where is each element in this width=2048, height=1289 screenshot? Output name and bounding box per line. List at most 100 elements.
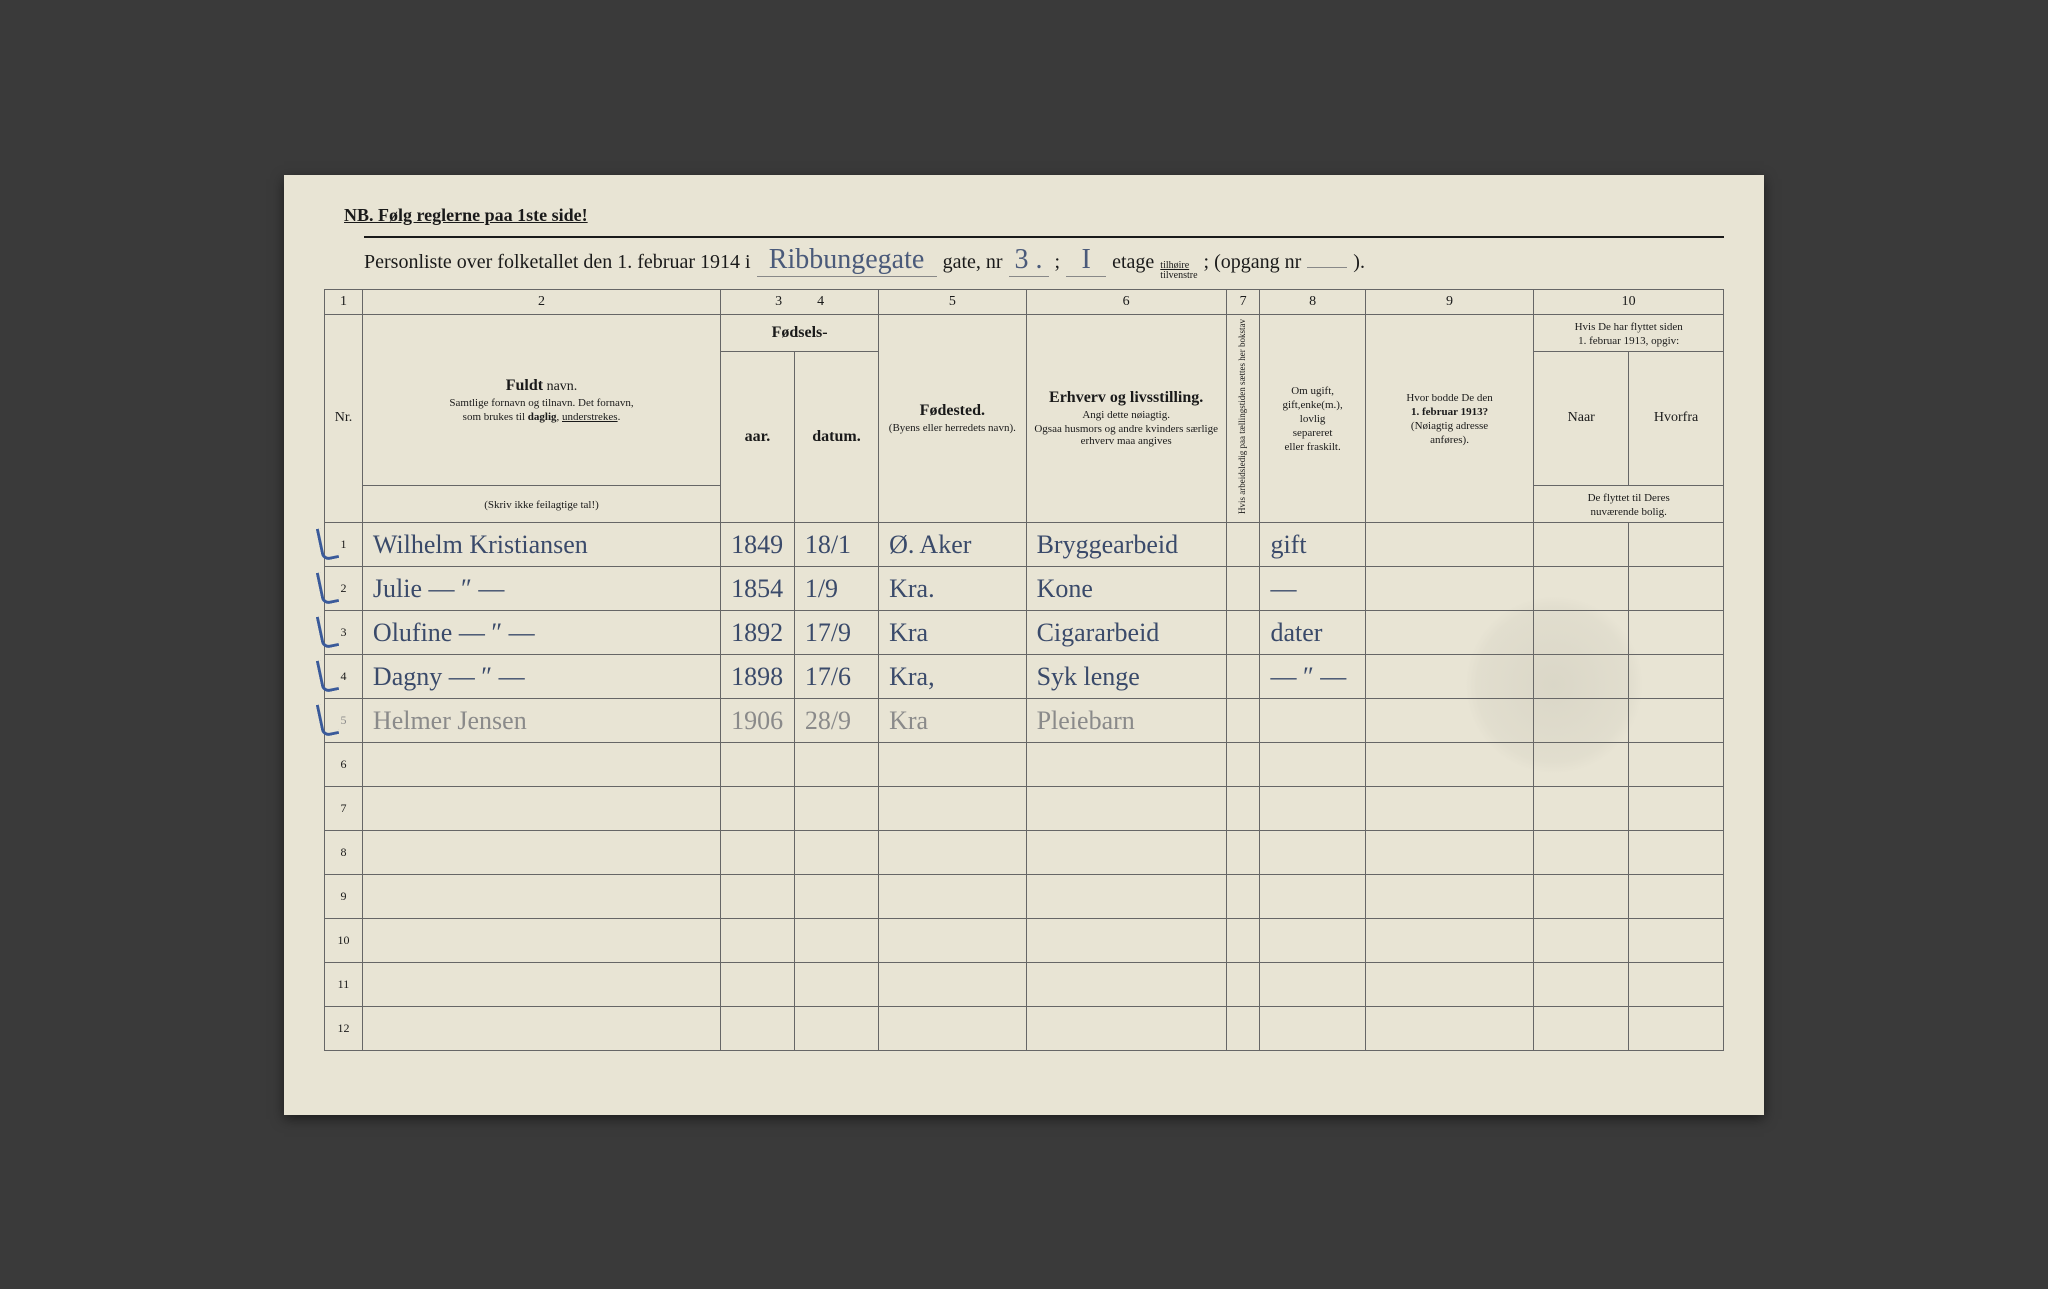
row-nr: 7 (325, 787, 363, 831)
hdr-col9: Hvor bodde De den 1. februar 1913? (Nøia… (1365, 314, 1534, 523)
colnum-10: 10 (1534, 289, 1724, 314)
cell-col9 (1365, 523, 1534, 567)
cell-col8: dater (1260, 611, 1365, 655)
etage-handwritten: I (1066, 244, 1106, 277)
title-line: Personliste over folketallet den 1. febr… (364, 236, 1724, 281)
table-row: 11 (325, 963, 1724, 1007)
cell-birthplace: Kra. (879, 567, 1026, 611)
tilhoire-text: tilhøire (1160, 261, 1197, 271)
table-row: 8 (325, 831, 1724, 875)
hdr-col8: Om ugift, gift,enke(m.), lovlig separere… (1260, 314, 1365, 523)
cell-col8: — ″ — (1260, 655, 1365, 699)
cell-date: 1/9 (794, 567, 878, 611)
cell-col9 (1365, 699, 1534, 743)
cell-col9 (1365, 567, 1534, 611)
hdr-hvorfra: Hvorfra (1629, 351, 1724, 486)
colnum-34: 3 4 (721, 289, 879, 314)
cell-col9 (1365, 655, 1534, 699)
col-number-row: 1 2 3 4 5 6 7 8 9 10 (325, 289, 1724, 314)
table-row: 5Helmer Jensen190628/9KraPleiebarn (325, 699, 1724, 743)
hdr-fodsels: Fødsels- (721, 314, 879, 351)
cell-col8 (1260, 699, 1365, 743)
hdr-col10-bottom: De flyttet til Deres nuværende bolig. (1534, 486, 1724, 523)
table-head: 1 2 3 4 5 6 7 8 9 10 Nr. Fuldt navn. Sam… (325, 289, 1724, 523)
cell-date: 18/1 (794, 523, 878, 567)
hdr-name: Fuldt navn. Samtlige fornavn og tilnavn.… (362, 314, 720, 486)
table-row: 3Olufine — ″ —189217/9KraCigararbeiddate… (325, 611, 1724, 655)
row-nr: 5 (325, 699, 363, 743)
colnum-5: 5 (879, 289, 1026, 314)
cell-birthplace: Kra (879, 699, 1026, 743)
cell-col7 (1226, 567, 1260, 611)
cell-col7 (1226, 699, 1260, 743)
cell-col10a (1534, 523, 1629, 567)
cell-col7 (1226, 611, 1260, 655)
street-handwritten: Ribbungegate (757, 244, 937, 277)
row-nr: 10 (325, 919, 363, 963)
colnum-7: 7 (1226, 289, 1260, 314)
table-row: 4Dagny — ″ —189817/6Kra,Syk lenge— ″ — (325, 655, 1724, 699)
cell-col10a (1534, 567, 1629, 611)
title-prefix: Personliste over folketallet den 1. febr… (364, 251, 751, 274)
census-table: 1 2 3 4 5 6 7 8 9 10 Nr. Fuldt navn. Sam… (324, 289, 1724, 1052)
table-row: 7 (325, 787, 1724, 831)
tilvenstre-text: tilvenstre (1160, 271, 1197, 281)
cell-col7 (1226, 655, 1260, 699)
cell-birthplace: Ø. Aker (879, 523, 1026, 567)
cell-name: Helmer Jensen (362, 699, 720, 743)
cell-col10b (1629, 699, 1724, 743)
cell-occupation: Pleiebarn (1026, 699, 1226, 743)
table-row: 2Julie — ″ —18541/9Kra.Kone— (325, 567, 1724, 611)
hdr-col10-top: Hvis De har flyttet siden 1. februar 191… (1534, 314, 1724, 351)
cell-occupation: Kone (1026, 567, 1226, 611)
hdr-erhverv: Erhverv og livsstilling. Angi dette nøia… (1026, 314, 1226, 523)
row-nr: 2 (325, 567, 363, 611)
row-nr: 11 (325, 963, 363, 1007)
cell-col10b (1629, 611, 1724, 655)
cell-col8: — (1260, 567, 1365, 611)
cell-col10b (1629, 523, 1724, 567)
cell-occupation: Bryggearbeid (1026, 523, 1226, 567)
row-nr: 8 (325, 831, 363, 875)
cell-col9 (1365, 611, 1534, 655)
cell-date: 17/6 (794, 655, 878, 699)
cell-year: 1906 (721, 699, 795, 743)
hdr-datum: datum. (794, 351, 878, 523)
cell-col10a (1534, 611, 1629, 655)
table-row: 12 (325, 1007, 1724, 1051)
cell-year: 1854 (721, 567, 795, 611)
row-nr: 1 (325, 523, 363, 567)
cell-birthplace: Kra, (879, 655, 1026, 699)
hdr-nr: Nr. (325, 314, 363, 523)
cell-col10b (1629, 567, 1724, 611)
cell-year: 1898 (721, 655, 795, 699)
table-body: 1Wilhelm Kristiansen184918/1Ø. AkerBrygg… (325, 523, 1724, 1051)
row-nr: 9 (325, 875, 363, 919)
colnum-9: 9 (1365, 289, 1534, 314)
table-row: 1Wilhelm Kristiansen184918/1Ø. AkerBrygg… (325, 523, 1724, 567)
hdr-name-sub2: som brukes til daglig, understrekes. (369, 411, 714, 423)
cell-name: Wilhelm Kristiansen (362, 523, 720, 567)
cell-col10a (1534, 655, 1629, 699)
hdr-name-sub1: Samtlige fornavn og tilnavn. Det fornavn… (369, 397, 714, 409)
cell-name: Dagny — ″ — (362, 655, 720, 699)
header-row-1: Nr. Fuldt navn. Samtlige fornavn og tiln… (325, 314, 1724, 351)
etage-label: etage (1112, 251, 1154, 274)
row-nr: 6 (325, 743, 363, 787)
cell-year: 1892 (721, 611, 795, 655)
row-nr: 4 (325, 655, 363, 699)
closing-paren: ). (1353, 251, 1365, 274)
tilhoire-stack: tilhøire tilvenstre (1160, 261, 1197, 281)
colnum-1: 1 (325, 289, 363, 314)
opgang-label: ; (opgang nr (1204, 251, 1302, 274)
row-nr: 3 (325, 611, 363, 655)
row-nr: 12 (325, 1007, 363, 1051)
colnum-6: 6 (1026, 289, 1226, 314)
cell-col10a (1534, 699, 1629, 743)
gate-label: gate, nr (943, 251, 1003, 274)
cell-col8: gift (1260, 523, 1365, 567)
hdr-navn-suffix: navn. (547, 379, 578, 394)
hdr-fodested: Fødested. (Byens eller herredets navn). (879, 314, 1026, 523)
hdr-naar: Naar (1534, 351, 1629, 486)
cell-col10b (1629, 655, 1724, 699)
